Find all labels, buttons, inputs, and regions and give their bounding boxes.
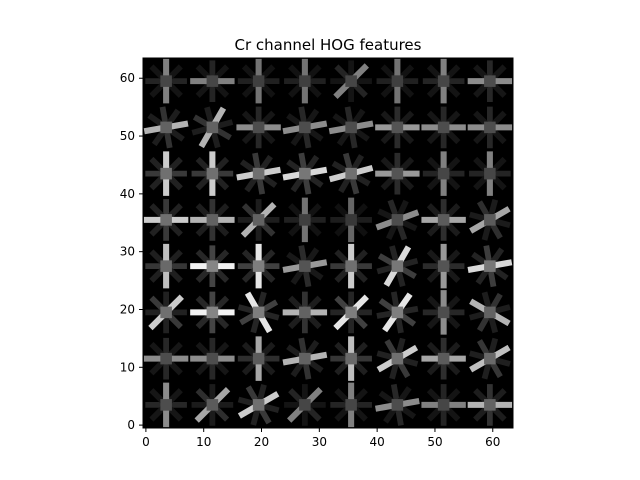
hog-cell-center bbox=[299, 168, 311, 180]
hog-cell-center bbox=[345, 168, 357, 180]
hog-cell-center bbox=[207, 307, 219, 319]
hog-cell-center bbox=[438, 75, 450, 87]
hog-cell-center bbox=[484, 307, 496, 319]
hog-cell-center bbox=[345, 399, 357, 411]
hog-cell-center bbox=[207, 168, 219, 180]
hog-cell-center bbox=[392, 307, 404, 319]
hog-cell-center bbox=[484, 260, 496, 272]
hog-cell bbox=[192, 384, 234, 426]
hog-cell-center bbox=[207, 399, 219, 411]
hog-cell-center bbox=[299, 75, 311, 87]
hog-cell-center bbox=[484, 214, 496, 226]
hog-cell-center bbox=[484, 168, 496, 180]
hog-cell-center bbox=[299, 353, 311, 365]
hog-cell bbox=[330, 292, 372, 334]
hog-cell-center bbox=[253, 214, 265, 226]
hog-cell bbox=[145, 292, 187, 334]
hog-cell-center bbox=[345, 353, 357, 365]
hog-cell-center bbox=[253, 399, 265, 411]
hog-cell-center bbox=[253, 307, 265, 319]
hog-cell-center bbox=[160, 399, 172, 411]
hog-cell-center bbox=[160, 168, 172, 180]
hog-cell-center bbox=[392, 122, 404, 134]
y-tick-label: 0 bbox=[127, 418, 135, 432]
hog-cell-center bbox=[438, 122, 450, 134]
hog-cell-center bbox=[484, 353, 496, 365]
hog-cell-center bbox=[160, 122, 172, 134]
hog-cell-center bbox=[392, 399, 404, 411]
hog-cell-center bbox=[345, 122, 357, 134]
hog-cell-center bbox=[299, 307, 311, 319]
x-tick-label: 20 bbox=[254, 435, 269, 449]
chart-title: Cr channel HOG features bbox=[235, 36, 422, 54]
hog-cell-center bbox=[484, 399, 496, 411]
hog-cell-center bbox=[299, 122, 311, 134]
hog-cell-center bbox=[438, 307, 450, 319]
hog-cell-center bbox=[207, 75, 219, 87]
hog-cell-center bbox=[438, 399, 450, 411]
y-axis-ticks: 0 10 20 30 40 50 60 bbox=[120, 71, 143, 432]
hog-cell-center bbox=[484, 122, 496, 134]
x-axis-ticks: 0 10 20 30 40 50 60 bbox=[142, 428, 500, 449]
hog-cell-center bbox=[207, 122, 219, 134]
hog-cell-center bbox=[438, 260, 450, 272]
x-tick-label: 10 bbox=[196, 435, 211, 449]
hog-cell-center bbox=[253, 122, 265, 134]
y-tick-label: 60 bbox=[120, 71, 135, 85]
hog-cell-center bbox=[253, 75, 265, 87]
hog-cell-center bbox=[345, 214, 357, 226]
x-tick-label: 30 bbox=[312, 435, 327, 449]
y-tick-label: 10 bbox=[120, 360, 135, 374]
hog-cell-center bbox=[160, 353, 172, 365]
hog-cell-center bbox=[160, 307, 172, 319]
hog-cell-center bbox=[392, 168, 404, 180]
hog-cell-center bbox=[207, 260, 219, 272]
hog-cell-center bbox=[253, 168, 265, 180]
hog-cell bbox=[284, 384, 326, 426]
hog-cell-center bbox=[438, 168, 450, 180]
y-tick-label: 20 bbox=[120, 302, 135, 316]
hog-cell-center bbox=[160, 75, 172, 87]
hog-cell-center bbox=[207, 214, 219, 226]
hog-cell-center bbox=[345, 75, 357, 87]
hog-cell-center bbox=[345, 307, 357, 319]
hog-cell-center bbox=[392, 75, 404, 87]
hog-cell-center bbox=[299, 214, 311, 226]
hog-cell-center bbox=[345, 260, 357, 272]
x-tick-label: 50 bbox=[427, 435, 442, 449]
hog-cell-center bbox=[253, 260, 265, 272]
y-tick-label: 40 bbox=[120, 187, 135, 201]
hog-cell-center bbox=[392, 260, 404, 272]
hog-cell-center bbox=[438, 214, 450, 226]
hog-cell-center bbox=[299, 399, 311, 411]
y-tick-label: 50 bbox=[120, 129, 135, 143]
hog-cell bbox=[330, 60, 372, 102]
hog-cell-center bbox=[392, 353, 404, 365]
x-tick-label: 60 bbox=[485, 435, 500, 449]
hog-cell-center bbox=[299, 260, 311, 272]
hog-cell bbox=[238, 199, 280, 241]
hog-cell-center bbox=[438, 353, 450, 365]
hog-cell-center bbox=[160, 260, 172, 272]
hog-cell-center bbox=[160, 214, 172, 226]
x-tick-label: 0 bbox=[142, 435, 150, 449]
y-tick-label: 30 bbox=[120, 245, 135, 259]
hog-cell-center bbox=[207, 353, 219, 365]
hog-cell-center bbox=[392, 214, 404, 226]
hog-cell-center bbox=[484, 75, 496, 87]
hog-heatmap bbox=[143, 58, 513, 428]
hog-cell-center bbox=[253, 353, 265, 365]
x-tick-label: 40 bbox=[370, 435, 385, 449]
